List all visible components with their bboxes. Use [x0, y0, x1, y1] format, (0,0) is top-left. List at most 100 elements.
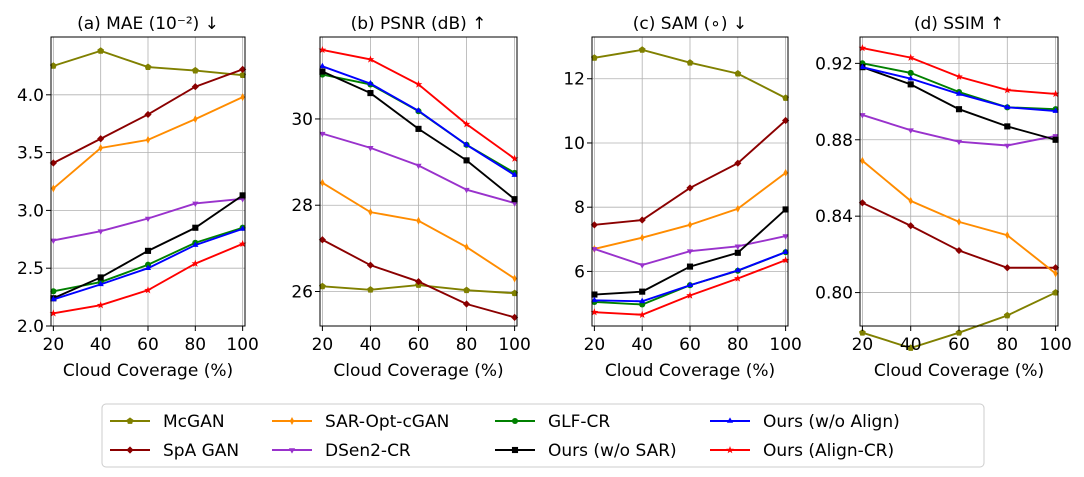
data-point: [51, 184, 56, 193]
series-group: [590, 46, 790, 318]
data-point: [591, 296, 598, 303]
x-tick-label: 40: [360, 335, 382, 355]
data-point: [192, 224, 199, 231]
x-tick-label: 40: [90, 335, 112, 355]
legend-marker: [288, 448, 296, 454]
data-point: [1004, 143, 1011, 150]
x-axis-label: Cloud Coverage (%): [605, 361, 775, 381]
data-point: [144, 286, 152, 294]
data-point: [782, 206, 789, 213]
data-point: [955, 139, 963, 146]
data-point: [782, 248, 789, 254]
data-point: [510, 313, 519, 321]
y-tick-label: 3.5: [17, 144, 44, 164]
x-tick-label: 20: [312, 335, 334, 355]
data-point: [638, 46, 646, 53]
data-point: [462, 120, 471, 128]
x-tick-label: 20: [43, 335, 65, 355]
y-tick-label: 30: [291, 110, 313, 130]
data-point: [192, 201, 199, 208]
x-tick-label: 20: [584, 335, 606, 355]
data-point: [956, 217, 962, 226]
data-point: [859, 113, 866, 119]
x-tick-label: 20: [852, 335, 874, 355]
data-point: [318, 45, 327, 54]
data-point: [97, 274, 104, 281]
data-point: [1004, 123, 1011, 130]
legend-item: DSen2-CR: [272, 441, 411, 461]
data-point: [239, 192, 246, 199]
data-point: [639, 297, 646, 304]
y-tick-label: 0.92: [815, 54, 853, 74]
data-point: [782, 94, 790, 101]
x-tick-label: 40: [631, 335, 653, 355]
y-tick-label: 0.80: [815, 284, 853, 304]
data-point: [955, 246, 963, 255]
legend-label: GLF-CR: [548, 412, 610, 432]
data-point: [367, 146, 374, 152]
x-axis-label: Cloud Coverage (%): [874, 361, 1044, 381]
data-point: [1004, 103, 1011, 110]
data-point: [590, 54, 598, 61]
data-point: [462, 300, 471, 308]
data-point: [860, 156, 865, 165]
data-point: [49, 159, 57, 167]
data-point: [319, 62, 326, 69]
data-point: [907, 128, 914, 134]
data-point: [464, 243, 469, 252]
data-point: [1052, 288, 1060, 296]
data-point: [463, 187, 470, 194]
legend-item: Ours (Align-CR): [710, 441, 894, 461]
data-point: [144, 63, 152, 70]
legend-item: Ours (w/o SAR): [495, 441, 677, 461]
data-point: [97, 280, 104, 287]
data-point: [1003, 86, 1012, 94]
data-point: [415, 163, 422, 170]
y-tick-label: 6: [574, 262, 585, 282]
legend-item: SpA GAN: [110, 441, 239, 461]
x-tick-label: 60: [137, 335, 159, 355]
grid: [51, 37, 245, 327]
data-point: [638, 216, 646, 224]
x-tick-label: 60: [679, 335, 701, 355]
x-tick-label: 80: [456, 335, 478, 355]
x-axis-label: Cloud Coverage (%): [333, 361, 503, 381]
legend-item: GLF-CR: [495, 412, 610, 432]
data-point: [511, 171, 518, 177]
data-point: [955, 329, 963, 336]
data-point: [367, 90, 374, 97]
chart-panel-2: 20 40 60 80 100 26 28 30 (b) PSNR (dB) ↑ Cloud Co…: [291, 14, 530, 381]
data-point: [686, 263, 694, 270]
y-tick-label: 28: [291, 196, 313, 216]
data-point: [50, 238, 57, 245]
grid: [860, 37, 1058, 326]
data-point: [955, 72, 963, 80]
data-point: [686, 59, 694, 66]
data-point: [687, 220, 693, 229]
data-point: [320, 178, 325, 187]
data-point: [859, 63, 866, 69]
data-point: [145, 135, 151, 144]
legend-item: Ours (w/o Align): [710, 412, 900, 432]
data-point: [416, 216, 421, 225]
legend-label: Ours (Align-CR): [763, 441, 894, 461]
data-point: [415, 125, 422, 132]
data-point: [368, 208, 373, 217]
data-point: [591, 247, 598, 253]
data-point: [144, 216, 152, 223]
data-point: [366, 55, 375, 63]
data-point: [590, 308, 599, 316]
legend-marker: [726, 446, 734, 454]
data-point: [511, 289, 519, 297]
legend-marker: [726, 417, 734, 423]
data-point: [591, 291, 598, 298]
legend: McGAN SpA GAN SAR-Opt-cGAN DSen2-CR GLF-CR Ou…: [101, 403, 985, 468]
data-point: [858, 329, 866, 336]
series-group: [858, 44, 1060, 351]
x-tick-label: 60: [408, 335, 430, 355]
data-point: [192, 241, 199, 247]
data-point: [907, 69, 914, 76]
data-point: [686, 249, 694, 255]
data-point: [686, 281, 694, 288]
data-point: [97, 229, 104, 235]
